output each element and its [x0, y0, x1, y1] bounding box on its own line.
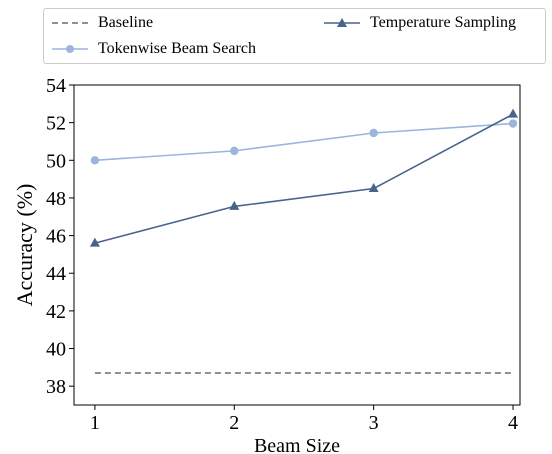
data-point-tokenwise-beam-search — [508, 119, 518, 128]
y-axis-label: Accuracy (%) — [12, 184, 37, 307]
legend-temperature-swatch — [324, 18, 360, 27]
legend-entry-tokenwise-beam-search: Tokenwise Beam Search — [50, 38, 256, 60]
y-tick-label: 38 — [46, 376, 66, 398]
y-tick-label: 44 — [46, 263, 66, 285]
y-tick-label: 40 — [46, 339, 66, 361]
x-tick-label: 3 — [369, 412, 379, 434]
series-line-tokenwise-beam-search — [94, 122, 514, 162]
y-tick-label: 52 — [46, 113, 66, 135]
legend-baseline-swatch — [52, 22, 88, 24]
legend-label: Temperature Sampling — [370, 14, 516, 31]
x-axis-label: Beam Size — [254, 435, 340, 454]
series-temperature-sampling — [89, 108, 519, 247]
axes: 38 40 42 44 46 48 50 52 54 1 2 3 4 Beam Size Accuracy … — [12, 75, 521, 454]
legend: Baseline Tokenwise Beam Search Temperatu… — [43, 8, 546, 64]
data-point-temperature-sampling — [508, 108, 519, 118]
plot-area — [89, 108, 519, 374]
x-tick-label: 2 — [229, 412, 239, 434]
x-tick-label: 1 — [90, 412, 100, 434]
data-point-tokenwise-beam-search — [230, 146, 239, 156]
data-point-temperature-sampling — [229, 200, 240, 210]
series-tokenwise-beam-search — [90, 119, 518, 165]
x-tick-label: 4 — [508, 412, 518, 434]
legend-tokenwise-swatch — [52, 45, 88, 53]
legend-label: Baseline — [98, 14, 154, 31]
y-tick-label: 54 — [46, 75, 66, 97]
plot-frame — [73, 84, 521, 406]
y-tick-label: 46 — [46, 226, 66, 248]
data-point-temperature-sampling — [368, 183, 379, 193]
y-tick-label: 42 — [46, 301, 66, 323]
y-tick-label: 48 — [46, 188, 66, 210]
data-point-tokenwise-beam-search — [90, 156, 100, 165]
legend-label: Tokenwise Beam Search — [98, 40, 256, 57]
series-line-temperature-sampling — [94, 113, 514, 244]
data-point-temperature-sampling — [89, 237, 100, 247]
y-tick-label: 50 — [46, 150, 66, 172]
legend-entry-temperature-sampling: Temperature Sampling — [322, 12, 516, 34]
data-point-tokenwise-beam-search — [369, 128, 378, 138]
legend-entry-baseline: Baseline — [50, 12, 153, 34]
